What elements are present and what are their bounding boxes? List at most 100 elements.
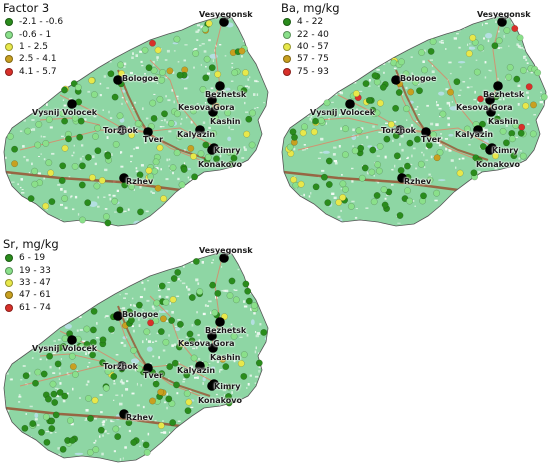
sample-point bbox=[413, 135, 421, 143]
sample-point bbox=[406, 139, 414, 147]
sample-point bbox=[456, 169, 464, 177]
sample-point bbox=[42, 413, 50, 421]
sample-point bbox=[429, 38, 437, 45]
sample-point bbox=[128, 131, 136, 139]
city-label: Bezhetsk bbox=[205, 326, 247, 335]
legend-item: -0.6 - 1 bbox=[3, 28, 63, 40]
city-label: Vesyegonsk bbox=[199, 246, 253, 255]
sample-point bbox=[430, 131, 437, 139]
sample-point bbox=[78, 181, 86, 189]
sample-point bbox=[161, 110, 168, 118]
sample-point bbox=[473, 68, 481, 76]
sample-point bbox=[347, 202, 355, 210]
sample-point bbox=[54, 360, 62, 368]
sample-point bbox=[310, 128, 318, 136]
sample-point bbox=[145, 167, 153, 175]
sample-point bbox=[67, 417, 74, 425]
legend-item: 1 - 2.5 bbox=[3, 41, 63, 53]
sample-point bbox=[111, 93, 119, 101]
legend-item: 47 - 61 bbox=[3, 289, 59, 301]
sample-point bbox=[530, 101, 537, 109]
town-marker bbox=[143, 127, 153, 137]
sample-point bbox=[169, 164, 177, 172]
town-marker bbox=[215, 81, 225, 91]
sample-point bbox=[240, 372, 248, 380]
sample-point bbox=[56, 388, 64, 396]
sample-point bbox=[173, 35, 181, 43]
sample-point bbox=[373, 78, 381, 86]
town-marker bbox=[215, 317, 225, 327]
city-label: Vysnij Volocek bbox=[32, 344, 98, 353]
legend-item: -2.1 - -0.6 bbox=[3, 16, 63, 28]
town-markers bbox=[67, 253, 229, 419]
sample-point bbox=[31, 180, 39, 188]
sample-point bbox=[94, 124, 102, 132]
sample-point bbox=[325, 181, 333, 188]
legend-item: 33 - 47 bbox=[3, 277, 59, 289]
sample-point bbox=[178, 366, 186, 374]
sample-point bbox=[519, 152, 527, 160]
sample-point bbox=[35, 121, 43, 128]
sample-point bbox=[381, 201, 389, 209]
sample-point bbox=[398, 58, 405, 66]
sample-point bbox=[374, 161, 382, 169]
sample-point bbox=[92, 446, 100, 454]
sample-point bbox=[176, 320, 184, 328]
town-marker bbox=[207, 95, 217, 105]
city-label: Bologoe bbox=[400, 74, 437, 83]
sample-point bbox=[370, 198, 378, 206]
sample-point bbox=[85, 394, 92, 402]
sample-point bbox=[108, 326, 115, 333]
sample-point bbox=[436, 148, 444, 156]
sample-point bbox=[156, 95, 164, 103]
sample-point bbox=[188, 294, 196, 301]
sample-points bbox=[285, 25, 548, 219]
sample-point bbox=[329, 109, 337, 117]
sample-point bbox=[517, 129, 525, 137]
sample-point bbox=[145, 64, 153, 72]
legend-item: 4 - 22 bbox=[281, 16, 340, 28]
sample-point bbox=[230, 333, 238, 340]
sample-point bbox=[79, 216, 86, 224]
sample-point bbox=[149, 39, 156, 47]
sample-point bbox=[157, 388, 165, 396]
sample-point bbox=[477, 44, 485, 52]
sample-point bbox=[312, 183, 320, 191]
legend-label: 33 - 47 bbox=[19, 277, 51, 288]
sample-point bbox=[475, 157, 483, 165]
sample-point bbox=[375, 167, 383, 175]
sample-point bbox=[183, 371, 191, 379]
sample-point bbox=[125, 419, 133, 427]
sample-point bbox=[65, 135, 72, 143]
legend-label: 61 - 74 bbox=[19, 302, 51, 313]
sample-point bbox=[499, 127, 507, 135]
sample-point bbox=[176, 71, 184, 79]
city-label: Torzhok bbox=[103, 126, 139, 135]
sample-point bbox=[92, 133, 99, 140]
sample-point bbox=[90, 326, 97, 334]
sample-point bbox=[141, 46, 149, 54]
sample-point bbox=[134, 120, 142, 128]
sample-point bbox=[358, 174, 366, 182]
sample-point bbox=[291, 133, 298, 141]
sample-point bbox=[47, 169, 55, 177]
sample-point bbox=[61, 86, 68, 94]
sample-point bbox=[508, 135, 516, 143]
sample-point bbox=[85, 153, 92, 161]
sample-point bbox=[201, 25, 209, 33]
sample-point bbox=[186, 330, 194, 338]
sample-point bbox=[250, 302, 258, 309]
road bbox=[149, 295, 201, 367]
sample-point bbox=[397, 166, 405, 174]
sample-point bbox=[48, 417, 56, 425]
sample-point bbox=[244, 287, 252, 295]
sample-point bbox=[412, 78, 420, 86]
sample-point bbox=[45, 159, 53, 167]
sample-point bbox=[149, 99, 157, 107]
road bbox=[317, 117, 379, 126]
sample-point bbox=[11, 145, 19, 153]
map-panel-ba: Ba, mg/kg 4 - 22 22 - 40 40 - 57 57 - 75 75 … bbox=[278, 0, 550, 232]
town-marker bbox=[395, 125, 405, 135]
sample-point bbox=[379, 83, 387, 91]
city-label: Torzhok bbox=[103, 362, 139, 371]
